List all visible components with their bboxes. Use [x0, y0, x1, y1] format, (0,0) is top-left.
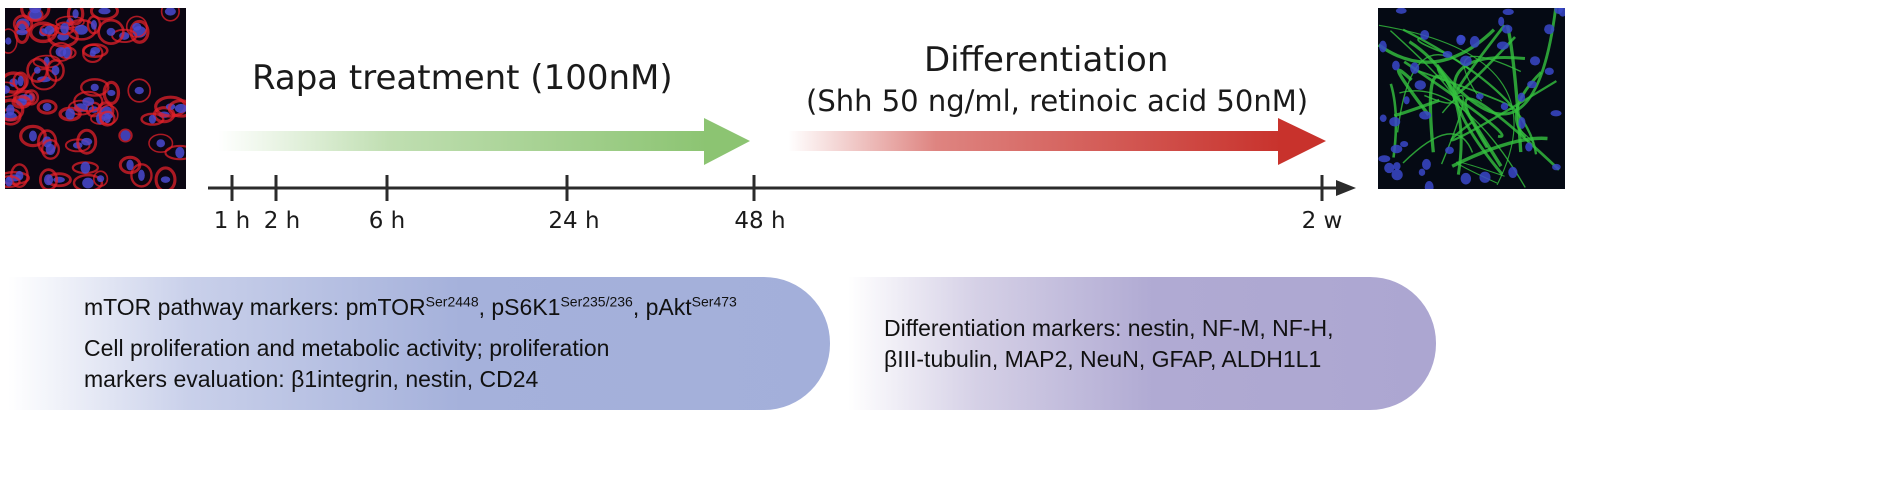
rapa-treatment-arrow: [218, 118, 750, 165]
pakt-site: Ser473: [691, 293, 737, 310]
tick-label-2w: 2 w: [1301, 208, 1343, 234]
differentiation-markers-panel: Differentiation markers: nestin, NF-M, N…: [848, 277, 1436, 410]
neuron-micrograph-image: [1378, 8, 1565, 189]
proliferation-markers-line: markers evaluation: β1integrin, nestin, …: [84, 366, 539, 392]
timeline-axis: [208, 180, 1356, 196]
pmtor-site: Ser2448: [425, 293, 479, 310]
tick-label-6h: 6 h: [368, 208, 406, 234]
tick-label-24h: 24 h: [548, 208, 600, 234]
differentiation-title: Differentiation: [924, 40, 1169, 80]
proliferation-line: Cell proliferation and metabolic activit…: [84, 335, 610, 361]
differentiation-arrow: [788, 118, 1326, 165]
tick-label-48h: 48 h: [734, 208, 786, 234]
timeline-graphic: [208, 118, 1356, 201]
mtor-markers-prefix: mTOR pathway markers: pmTOR: [84, 294, 426, 320]
differentiation-markers-line2: βIII-tubulin, MAP2, NeuN, GFAP, ALDH1L1: [884, 346, 1322, 372]
tick-label-1h: 1 h: [213, 208, 251, 234]
timeline-ticks: [230, 175, 1324, 201]
ps6k1-site: Ser235/236: [560, 293, 633, 310]
differentiation-subtitle: (Shh 50 ng/ml, retinoic acid 50nM): [806, 84, 1309, 118]
cell-micrograph-image: [5, 8, 186, 189]
ps6k1-label: , pS6K1: [478, 294, 561, 320]
mtor-markers-panel: mTOR pathway markers: pmTORSer2448, pS6K…: [8, 277, 830, 410]
pakt-label: , pAkt: [632, 294, 692, 320]
mtor-markers-line: mTOR pathway markers: pmTORSer2448, pS6K…: [84, 294, 737, 321]
differentiation-markers-line1: Differentiation markers: nestin, NF-M, N…: [884, 315, 1334, 341]
rapa-treatment-title: Rapa treatment (100nM): [252, 58, 673, 98]
tick-label-2h: 2 h: [263, 208, 301, 234]
